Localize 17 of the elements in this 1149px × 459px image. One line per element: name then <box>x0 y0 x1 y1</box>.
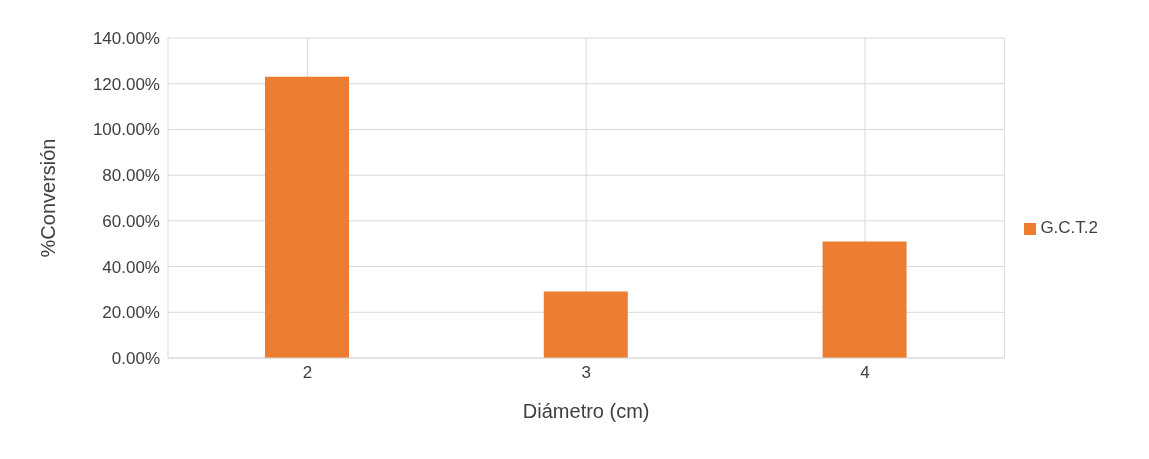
legend-label: G.C.T.2 <box>1040 218 1098 237</box>
x-tick-label: 4 <box>860 363 870 383</box>
y-tick-label: 60.00% <box>102 211 160 231</box>
x-axis-title: Diámetro (cm) <box>522 400 650 422</box>
y-tick-label: 140.00% <box>92 29 160 49</box>
x-tick-label: 3 <box>581 363 591 383</box>
bar <box>265 76 349 358</box>
y-tick-label: 0.00% <box>111 349 160 369</box>
y-tick-label: 100.00% <box>92 120 160 140</box>
y-tick-label: 120.00% <box>92 74 160 94</box>
y-axis-title: %Conversión <box>37 138 60 258</box>
x-tick-label: 2 <box>302 363 313 383</box>
bar <box>822 241 907 358</box>
bar <box>543 291 628 358</box>
y-tick-label: 40.00% <box>102 257 160 277</box>
y-tick-label: 20.00% <box>102 303 160 323</box>
y-tick-label: 80.00% <box>102 166 160 186</box>
